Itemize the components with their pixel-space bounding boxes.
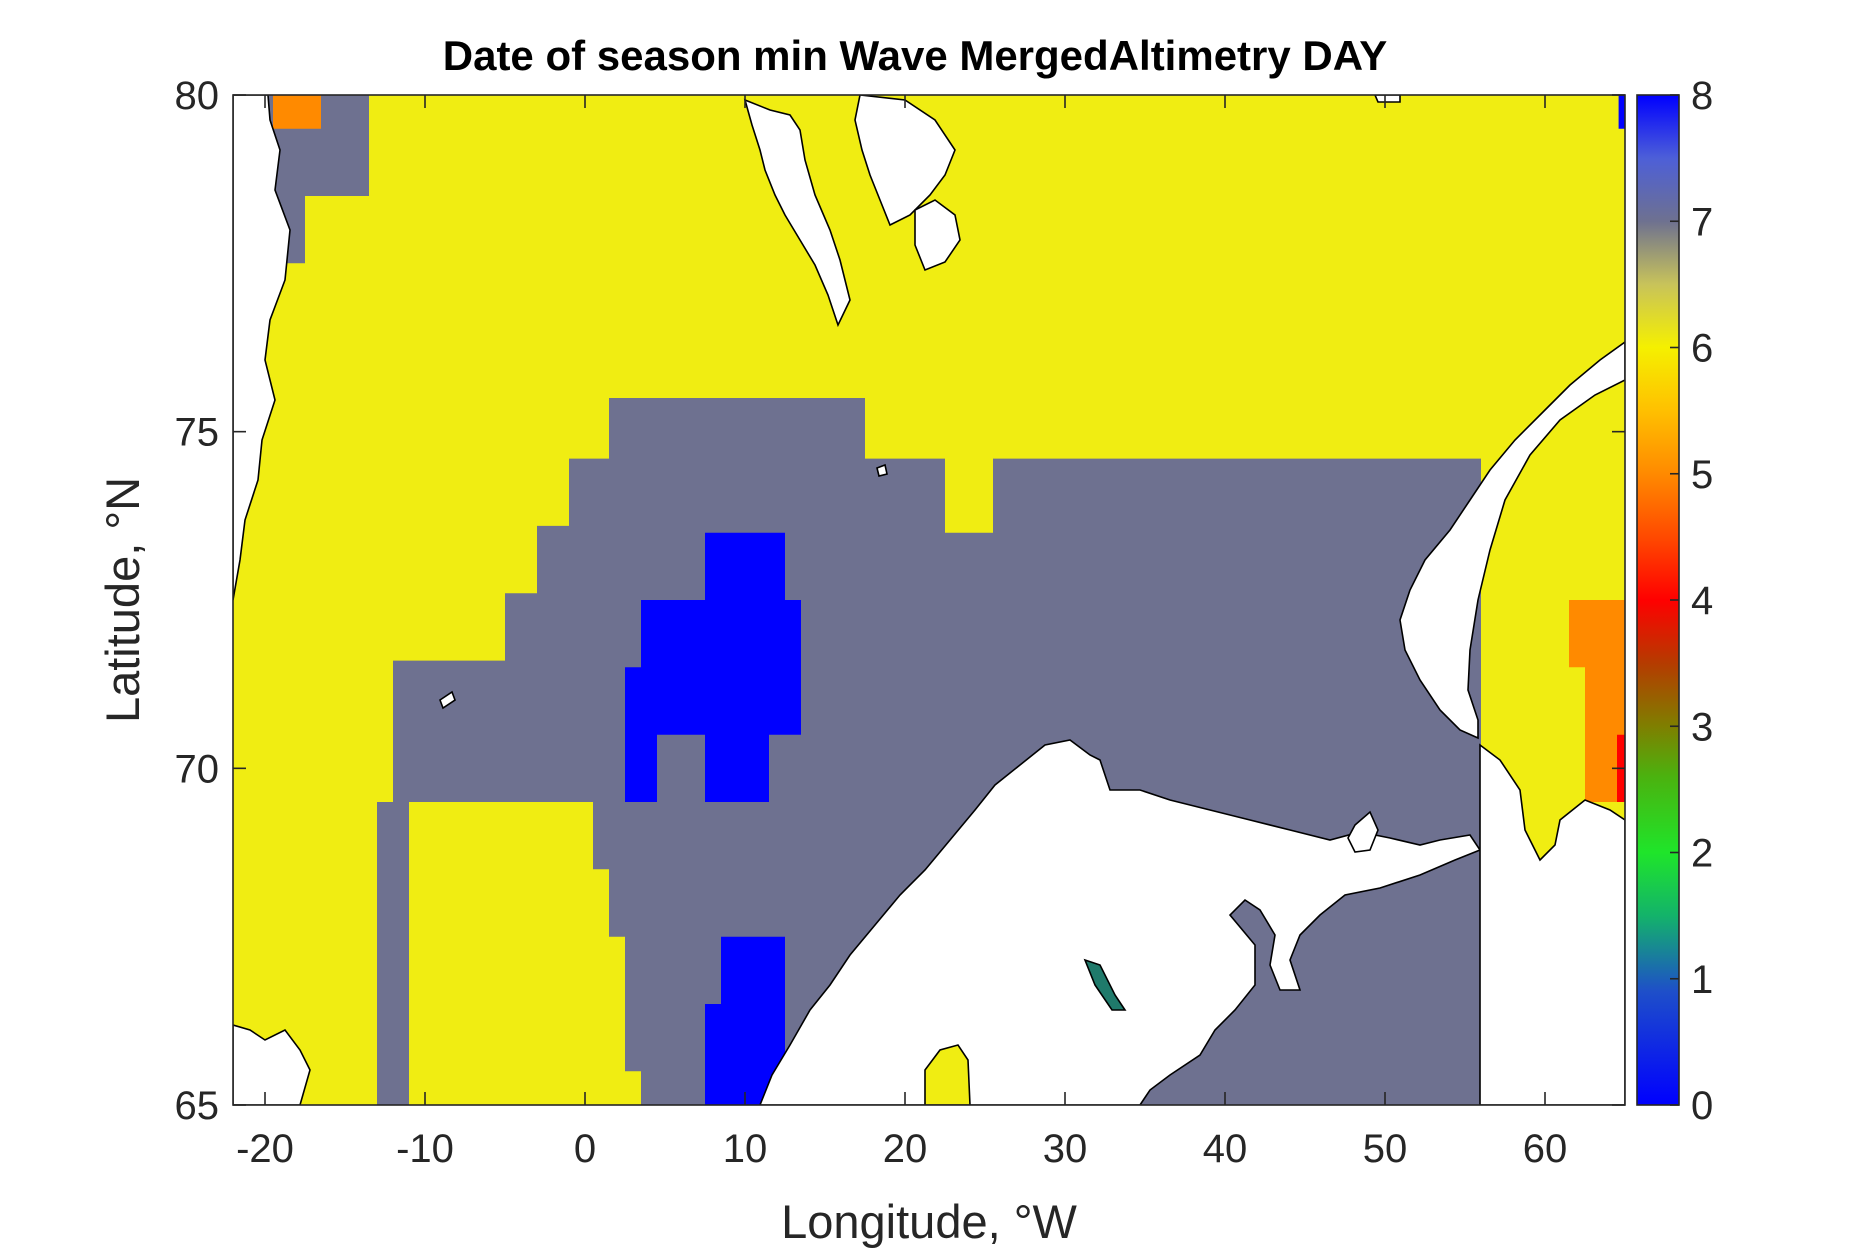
colorbar-tick-label: 0	[1691, 1084, 1713, 1128]
greenland-land	[233, 95, 291, 601]
x-axis-label: Longitude, °W	[781, 1195, 1077, 1248]
iceland-land	[233, 1024, 311, 1105]
x-tick-label: -10	[396, 1127, 454, 1171]
colorbar-tick-label: 7	[1691, 200, 1713, 244]
colorbar-tick-label: 3	[1691, 705, 1713, 749]
x-tick-label: 20	[883, 1127, 928, 1171]
lofoten-yellow-land	[924, 1044, 971, 1105]
colorbar-tick-label: 1	[1691, 958, 1713, 1002]
y-axis-ticks: 65 70 75 80	[175, 74, 1625, 1128]
chart-title: Date of season min Wave MergedAltimetry …	[443, 32, 1388, 79]
svalbard-land	[743, 98, 851, 328]
colorbar-ticks: 0 1 2 3 4 5 6 7 8	[1670, 74, 1713, 1128]
y-tick-label: 65	[175, 1084, 220, 1128]
colorbar: 0 1 2 3 4 5 6 7 8	[1636, 74, 1713, 1128]
x-tick-label: 0	[574, 1127, 596, 1171]
x-tick-label: 40	[1203, 1127, 1248, 1171]
region-barents-ne-corner	[1618, 95, 1625, 129]
white-sea-inlet	[1083, 958, 1127, 1011]
region-norway-coast	[705, 936, 785, 1105]
map-plot-area	[233, 95, 1625, 1105]
jan-mayen-island	[439, 690, 456, 710]
region-kara-sea-patch	[1569, 600, 1625, 802]
y-axis-label: Latitude, °N	[96, 477, 149, 723]
x-tick-label: 30	[1043, 1127, 1088, 1171]
y-tick-label: 75	[175, 411, 220, 455]
colorbar-tick-label: 5	[1691, 453, 1713, 497]
x-tick-label: 10	[723, 1127, 768, 1171]
plot-frame	[232, 94, 1626, 1106]
svalbard-east-land	[854, 95, 956, 227]
russia-coast-land	[1479, 743, 1625, 1105]
x-tick-label: -20	[236, 1127, 294, 1171]
scandinavia-land	[759, 739, 1482, 1105]
x-tick-label: 50	[1363, 1127, 1408, 1171]
kola-lake	[1347, 810, 1379, 853]
region-central-core	[625, 532, 801, 802]
franz-josef-island	[1374, 95, 1401, 103]
svalbard-south-land	[914, 199, 961, 272]
colorbar-tick-label: 2	[1691, 832, 1713, 876]
x-axis-ticks: -20 -10 0 10 20 30 40 50 60	[236, 95, 1567, 1171]
colorbar-tick-label: 6	[1691, 327, 1713, 371]
x-tick-label: 60	[1523, 1127, 1568, 1171]
land-masses	[233, 95, 1625, 1105]
y-tick-label: 70	[175, 747, 220, 791]
bjornoya-island	[876, 463, 888, 477]
region-nw-corner	[273, 95, 321, 129]
colorbar-tick-label: 8	[1691, 74, 1713, 118]
colorbar-tick-label: 4	[1691, 579, 1713, 623]
y-tick-label: 80	[175, 74, 220, 118]
novaya-zemlya-land	[1399, 341, 1625, 740]
